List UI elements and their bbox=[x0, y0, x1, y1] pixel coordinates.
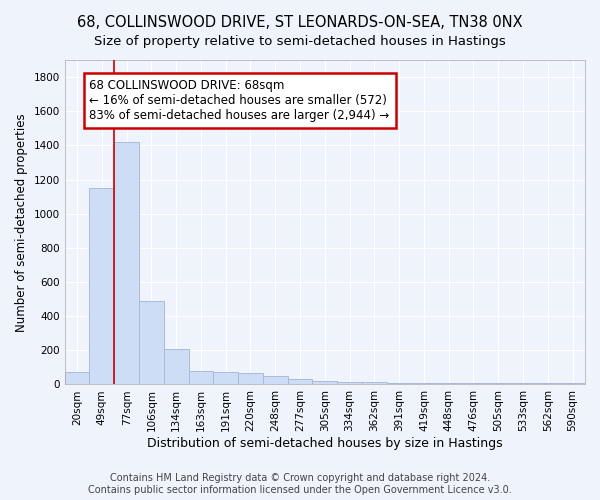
Y-axis label: Number of semi-detached properties: Number of semi-detached properties bbox=[15, 113, 28, 332]
Bar bbox=[412, 383, 436, 384]
Bar bbox=[436, 383, 461, 384]
Bar bbox=[65, 372, 89, 384]
Bar bbox=[164, 348, 188, 384]
Bar bbox=[461, 383, 486, 384]
Bar bbox=[560, 383, 585, 384]
Bar bbox=[511, 383, 535, 384]
Bar bbox=[337, 382, 362, 384]
Bar bbox=[89, 188, 114, 384]
Bar bbox=[238, 374, 263, 384]
Bar bbox=[139, 301, 164, 384]
Text: Contains HM Land Registry data © Crown copyright and database right 2024.
Contai: Contains HM Land Registry data © Crown c… bbox=[88, 474, 512, 495]
Bar bbox=[362, 382, 387, 384]
Bar bbox=[535, 383, 560, 384]
Bar bbox=[387, 383, 412, 384]
Bar bbox=[114, 142, 139, 384]
Text: 68 COLLINSWOOD DRIVE: 68sqm
← 16% of semi-detached houses are smaller (572)
83% : 68 COLLINSWOOD DRIVE: 68sqm ← 16% of sem… bbox=[89, 79, 389, 122]
Bar bbox=[188, 371, 214, 384]
Bar bbox=[263, 376, 287, 384]
Text: Size of property relative to semi-detached houses in Hastings: Size of property relative to semi-detach… bbox=[94, 35, 506, 48]
Bar bbox=[214, 372, 238, 384]
X-axis label: Distribution of semi-detached houses by size in Hastings: Distribution of semi-detached houses by … bbox=[147, 437, 503, 450]
Bar bbox=[486, 383, 511, 384]
Text: 68, COLLINSWOOD DRIVE, ST LEONARDS-ON-SEA, TN38 0NX: 68, COLLINSWOOD DRIVE, ST LEONARDS-ON-SE… bbox=[77, 15, 523, 30]
Bar bbox=[313, 381, 337, 384]
Bar bbox=[287, 379, 313, 384]
